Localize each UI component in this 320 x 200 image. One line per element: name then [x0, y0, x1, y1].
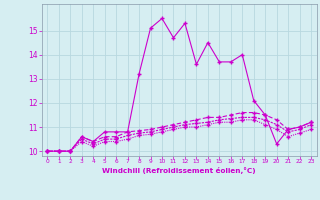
X-axis label: Windchill (Refroidissement éolien,°C): Windchill (Refroidissement éolien,°C): [102, 167, 256, 174]
